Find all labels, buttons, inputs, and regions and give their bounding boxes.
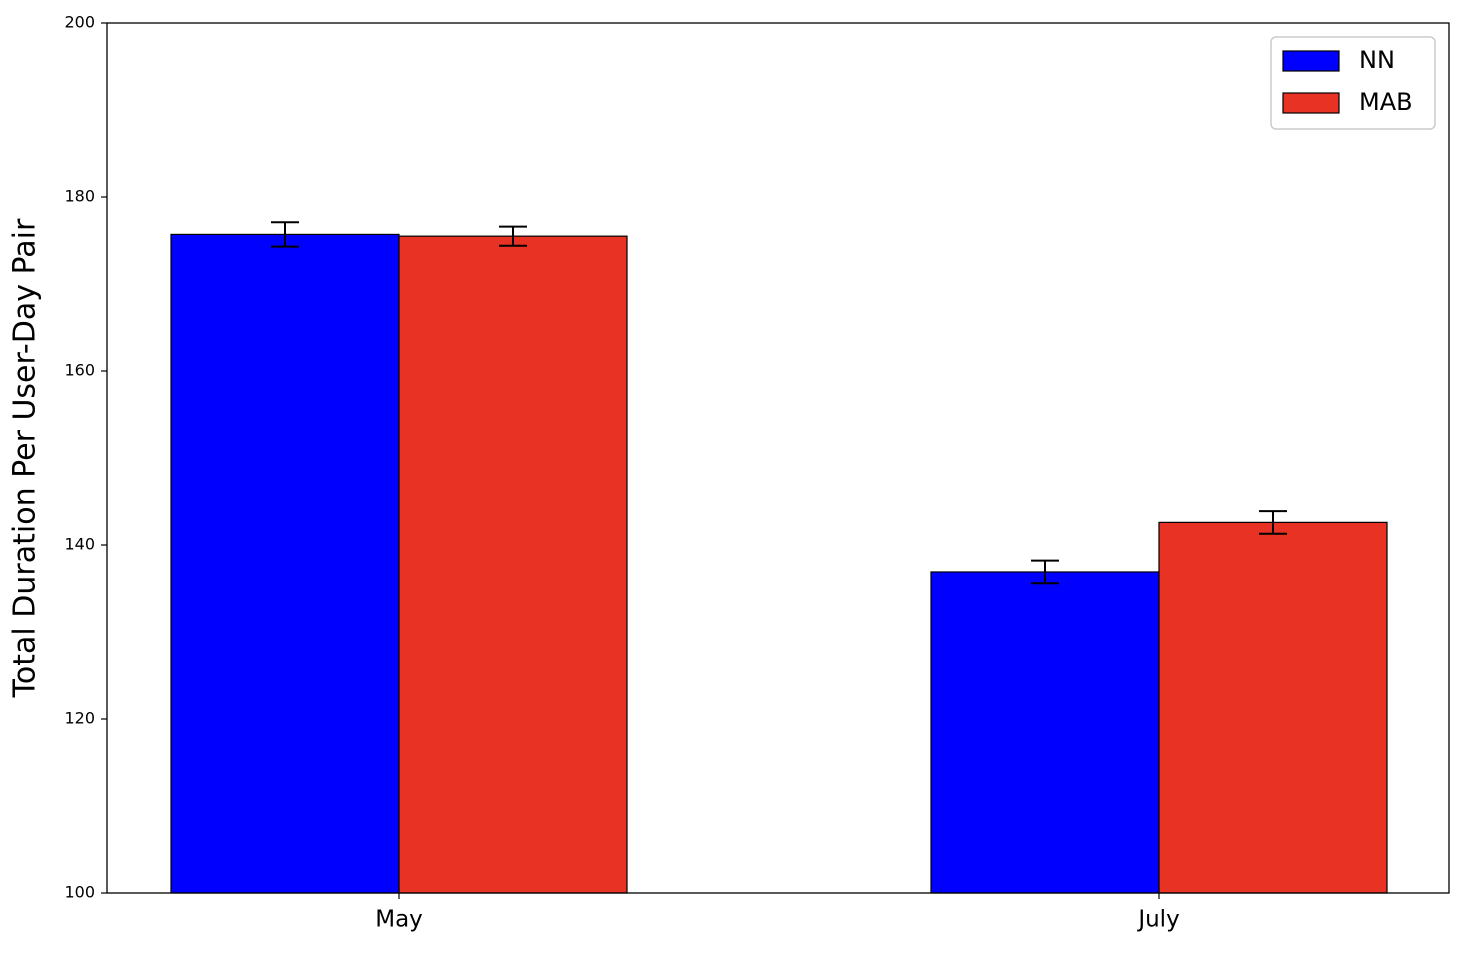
y-axis-label: Total Duration Per User-Day Pair [8,218,43,698]
bar [930,571,1160,894]
y-tick-label: 140 [64,535,95,554]
bar [398,235,628,894]
legend-label: NN [1359,46,1395,74]
y-tick-label: 200 [64,13,95,32]
error-bar [1259,510,1287,535]
error-bar [1031,559,1059,585]
plot-frame [106,22,1450,894]
error-bar [271,221,299,248]
legend-swatch [1282,50,1340,72]
y-tick-label: 160 [64,361,95,380]
y-tick-label: 100 [64,883,95,902]
x-tick-label: July [1136,907,1179,933]
bar [170,233,400,894]
legend-swatch [1282,92,1340,114]
error-bar [499,225,527,247]
y-tick-label: 180 [64,187,95,206]
y-tick-label: 120 [64,709,95,728]
legend-label: MAB [1359,88,1413,116]
x-tick-label: May [375,907,423,933]
bar [1158,521,1388,894]
